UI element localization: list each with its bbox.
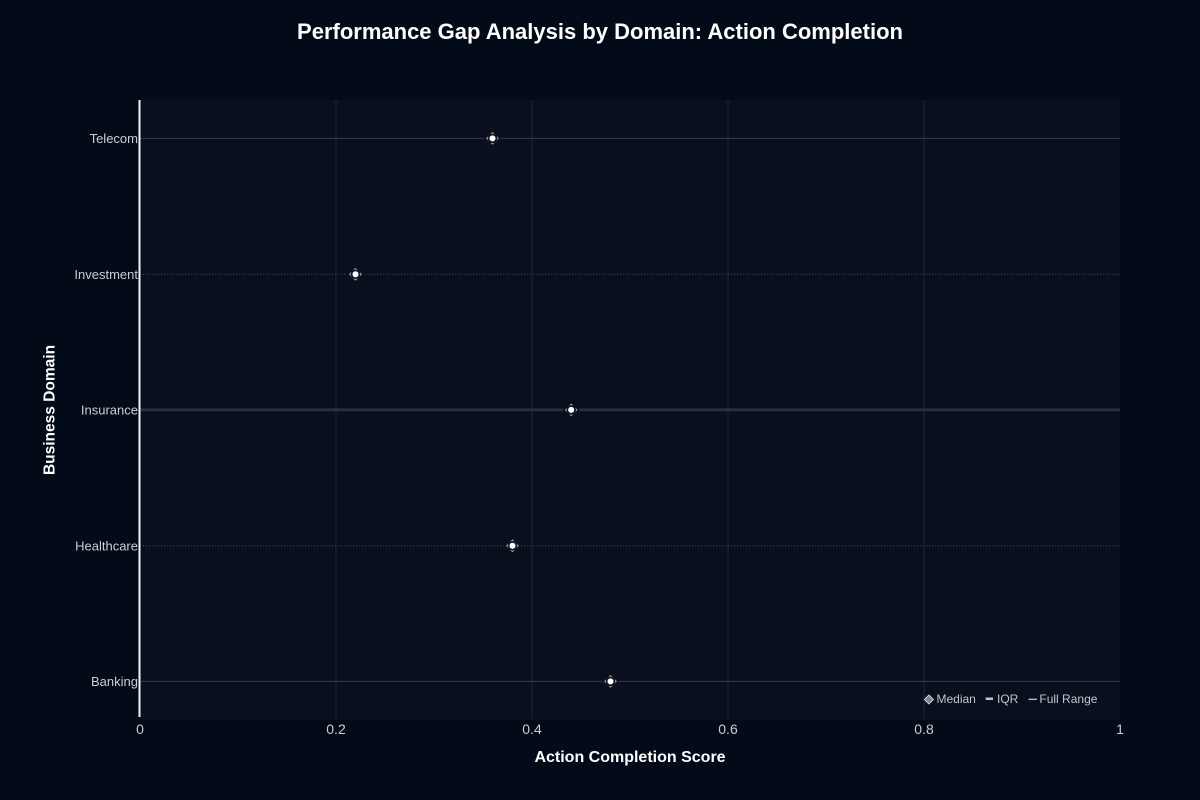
svg-text:Median: Median <box>937 692 976 706</box>
svg-text:0.6: 0.6 <box>718 721 738 737</box>
svg-text:Action Completion Score: Action Completion Score <box>534 749 725 766</box>
svg-text:IQR: IQR <box>997 692 1019 706</box>
svg-text:0.2: 0.2 <box>326 721 346 737</box>
svg-text:Full Range: Full Range <box>1039 692 1097 706</box>
svg-text:0.8: 0.8 <box>914 721 934 737</box>
svg-text:Telecom: Telecom <box>90 131 138 146</box>
svg-text:0.4: 0.4 <box>522 721 542 737</box>
svg-text:Performance Gap Analysis by Do: Performance Gap Analysis by Domain: Acti… <box>297 19 903 44</box>
svg-text:Business Domain: Business Domain <box>42 345 59 475</box>
svg-text:Insurance: Insurance <box>81 403 138 418</box>
svg-text:1: 1 <box>1116 721 1124 737</box>
svg-text:Healthcare: Healthcare <box>75 539 138 554</box>
svg-text:Banking: Banking <box>91 674 138 689</box>
svg-text:0: 0 <box>136 721 144 737</box>
svg-text:Investment: Investment <box>74 267 138 282</box>
